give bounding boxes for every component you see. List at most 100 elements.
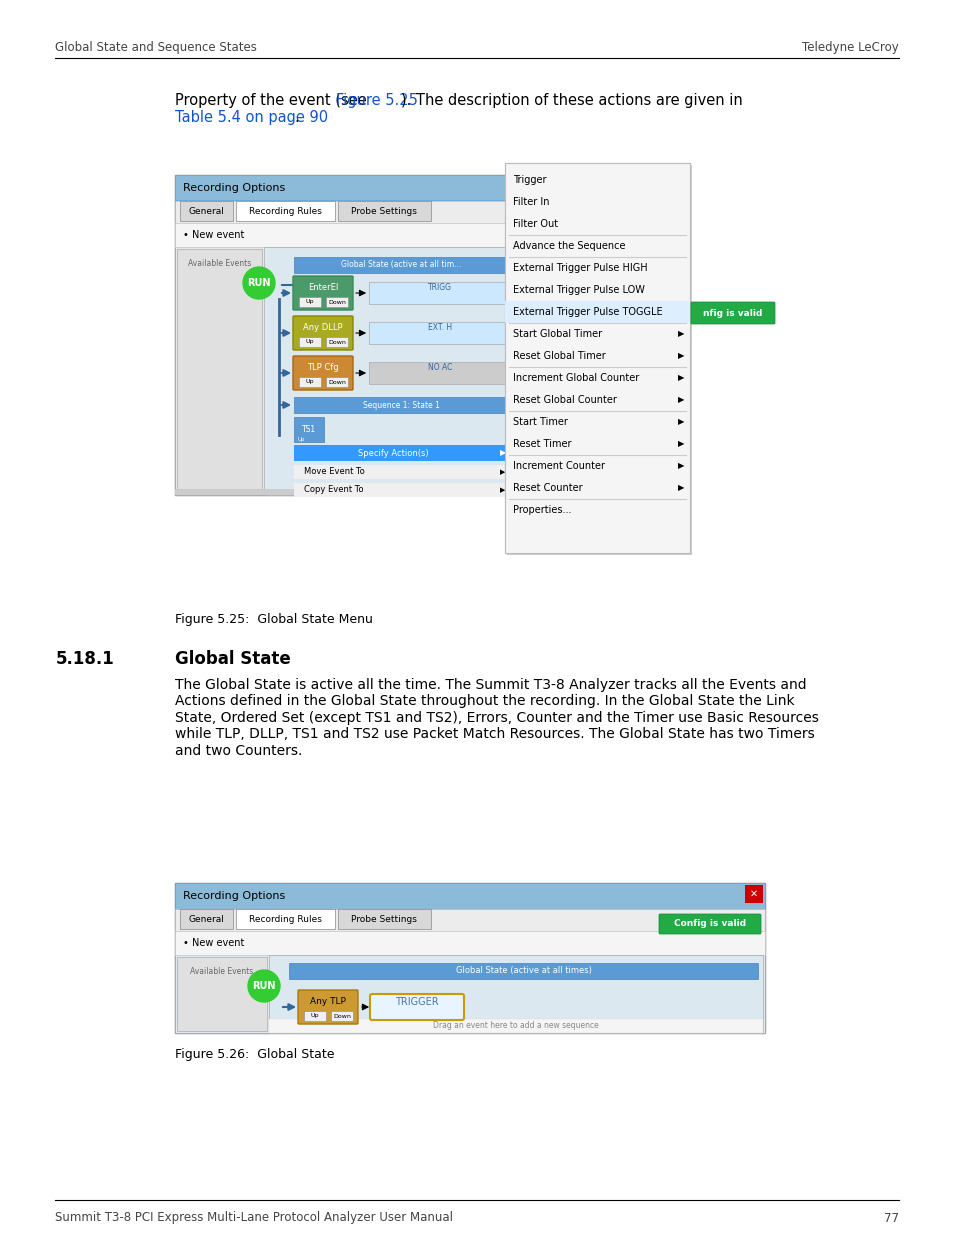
Text: Filter Out: Filter Out	[513, 219, 558, 228]
Bar	[174, 175, 515, 495]
Text: Up: Up	[305, 379, 314, 384]
Bar	[744, 885, 762, 903]
Bar	[174, 931, 764, 955]
Text: Any TLP: Any TLP	[310, 998, 346, 1007]
Text: Reset Global Counter: Reset Global Counter	[513, 395, 617, 405]
Text: ▶: ▶	[499, 448, 506, 457]
Bar	[180, 909, 233, 929]
Text: Up: Up	[311, 1014, 319, 1019]
Text: TRIGGER: TRIGGER	[395, 997, 438, 1007]
Text: Recording Options: Recording Options	[183, 183, 285, 193]
Text: Down: Down	[328, 340, 346, 345]
Text: Recording Rules: Recording Rules	[249, 915, 321, 925]
Text: External Trigger Pulse LOW: External Trigger Pulse LOW	[513, 285, 644, 295]
Bar	[177, 957, 267, 1031]
Bar	[326, 337, 348, 347]
Bar	[294, 417, 324, 442]
Bar	[174, 247, 515, 495]
FancyBboxPatch shape	[293, 356, 353, 390]
Text: Property of the event (see: Property of the event (see	[174, 93, 371, 107]
Text: ▶: ▶	[677, 483, 683, 493]
Text: ). The description of these actions are given in: ). The description of these actions are …	[400, 93, 742, 107]
Bar	[337, 909, 431, 929]
FancyBboxPatch shape	[293, 316, 353, 350]
Text: General: General	[188, 207, 224, 216]
Bar	[269, 1019, 762, 1032]
Bar	[294, 396, 507, 412]
Text: Filter In: Filter In	[513, 198, 549, 207]
Bar	[304, 1011, 326, 1021]
Bar	[180, 201, 233, 221]
Text: Available Events: Available Events	[191, 967, 253, 976]
Text: ▶: ▶	[677, 330, 683, 338]
Text: Table 5.4 on page 90: Table 5.4 on page 90	[174, 110, 328, 125]
Text: while TLP, DLLP, TS1 and TS2 use Packet Match Resources. The Global State has tw: while TLP, DLLP, TS1 and TS2 use Packet …	[174, 727, 814, 741]
Text: Recording Rules: Recording Rules	[249, 207, 321, 216]
Bar	[337, 201, 431, 221]
Text: • New event: • New event	[183, 230, 244, 240]
Bar	[174, 224, 515, 247]
Text: nfig is valid: nfig is valid	[702, 309, 761, 317]
Text: Global State (active at all times): Global State (active at all times)	[456, 967, 591, 976]
Bar	[298, 296, 320, 308]
Text: ▶: ▶	[677, 417, 683, 426]
Text: Move Event To: Move Event To	[304, 468, 364, 477]
Text: Up: Up	[305, 300, 314, 305]
Text: State, Ordered Set (except TS1 and TS2), Errors, Counter and the Timer use Basic: State, Ordered Set (except TS1 and TS2),…	[174, 711, 818, 725]
Text: ▶: ▶	[677, 373, 683, 383]
Bar	[331, 1011, 353, 1021]
Text: ▶: ▶	[677, 440, 683, 448]
Text: TRIGG: TRIGG	[428, 284, 452, 293]
Text: 77: 77	[883, 1212, 898, 1224]
Text: The Global State is active all the time. The Summit T3-8 Analyzer tracks all the: The Global State is active all the time.…	[174, 678, 806, 692]
Text: TS1: TS1	[301, 425, 315, 433]
Text: ▶: ▶	[677, 462, 683, 471]
FancyBboxPatch shape	[659, 914, 760, 934]
Text: Available Events: Available Events	[188, 259, 251, 268]
Bar	[504, 163, 689, 553]
Bar	[369, 322, 511, 345]
FancyBboxPatch shape	[297, 990, 357, 1024]
Text: Actions defined in the Global State throughout the recording. In the Global Stat: Actions defined in the Global State thro…	[174, 694, 794, 709]
FancyBboxPatch shape	[690, 303, 774, 324]
Text: Reset Global Timer: Reset Global Timer	[513, 351, 605, 361]
Text: Global State: Global State	[174, 650, 291, 668]
Text: Down: Down	[328, 379, 346, 384]
Text: Start Global Timer: Start Global Timer	[513, 329, 601, 338]
Text: • New event: • New event	[183, 939, 244, 948]
Circle shape	[243, 267, 274, 299]
Bar	[174, 883, 764, 909]
Bar	[174, 883, 764, 1032]
Text: Teledyne LeCroy: Teledyne LeCroy	[801, 42, 898, 54]
Text: Increment Counter: Increment Counter	[513, 461, 604, 471]
FancyBboxPatch shape	[370, 994, 463, 1020]
Text: EXT. H: EXT. H	[428, 324, 452, 332]
Text: NO AC: NO AC	[427, 363, 452, 373]
Text: Reset Counter: Reset Counter	[513, 483, 582, 493]
Text: Summit T3-8 PCI Express Multi-Lane Protocol Analyzer User Manual: Summit T3-8 PCI Express Multi-Lane Proto…	[55, 1212, 453, 1224]
Text: RUN: RUN	[247, 278, 271, 288]
Bar	[369, 282, 511, 304]
Text: Start Timer: Start Timer	[513, 417, 567, 427]
Text: Figure 5.26:  Global State: Figure 5.26: Global State	[174, 1049, 335, 1061]
Text: Properties...: Properties...	[513, 505, 571, 515]
Text: Reset Timer: Reset Timer	[513, 438, 571, 450]
Text: Up: Up	[305, 340, 314, 345]
Bar	[264, 247, 513, 495]
Bar	[174, 201, 515, 224]
Text: External Trigger Pulse TOGGLE: External Trigger Pulse TOGGLE	[513, 308, 662, 317]
Bar	[174, 489, 515, 495]
Bar	[294, 483, 507, 496]
Text: External Trigger Pulse HIGH: External Trigger Pulse HIGH	[513, 263, 647, 273]
Bar	[235, 909, 335, 929]
Text: Sequence 1: State 1: Sequence 1: State 1	[362, 400, 439, 410]
Bar	[294, 466, 507, 479]
Text: Global State and Sequence States: Global State and Sequence States	[55, 42, 256, 54]
Text: Figure 5.25:  Global State Menu: Figure 5.25: Global State Menu	[174, 613, 373, 626]
Text: Trigger: Trigger	[513, 175, 546, 185]
Text: Probe Settings: Probe Settings	[351, 915, 416, 925]
Text: Figure 5.25: Figure 5.25	[335, 93, 417, 107]
Text: RUN: RUN	[252, 981, 275, 990]
Text: ✕: ✕	[749, 889, 758, 899]
Text: General: General	[188, 915, 224, 925]
